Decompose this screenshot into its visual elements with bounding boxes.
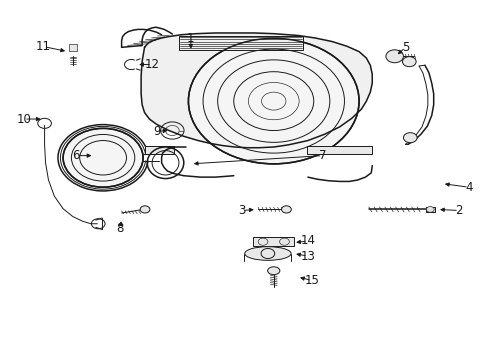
Circle shape	[402, 57, 415, 67]
Circle shape	[140, 206, 150, 213]
Text: 1: 1	[187, 32, 194, 45]
Circle shape	[385, 50, 403, 63]
Circle shape	[281, 206, 291, 213]
Text: 14: 14	[300, 234, 315, 247]
Polygon shape	[178, 36, 303, 50]
Text: 3: 3	[238, 204, 245, 217]
Text: 11: 11	[36, 40, 51, 53]
Text: 8: 8	[116, 222, 123, 235]
Ellipse shape	[244, 247, 290, 260]
Polygon shape	[144, 146, 173, 154]
Polygon shape	[253, 237, 294, 246]
Text: 15: 15	[304, 274, 319, 287]
Text: 13: 13	[300, 249, 315, 262]
Text: 10: 10	[17, 113, 31, 126]
Text: 9: 9	[153, 125, 160, 138]
Text: 2: 2	[454, 204, 462, 217]
Polygon shape	[69, 44, 77, 51]
Circle shape	[188, 39, 358, 164]
Text: 4: 4	[464, 181, 471, 194]
Text: 6: 6	[72, 149, 80, 162]
Ellipse shape	[267, 267, 279, 275]
Circle shape	[426, 207, 433, 212]
Polygon shape	[426, 207, 434, 212]
Text: 12: 12	[144, 58, 159, 71]
Polygon shape	[141, 33, 371, 148]
Text: 5: 5	[401, 41, 408, 54]
Polygon shape	[306, 146, 371, 154]
Circle shape	[403, 133, 416, 143]
Circle shape	[63, 129, 143, 187]
Text: 7: 7	[318, 149, 325, 162]
